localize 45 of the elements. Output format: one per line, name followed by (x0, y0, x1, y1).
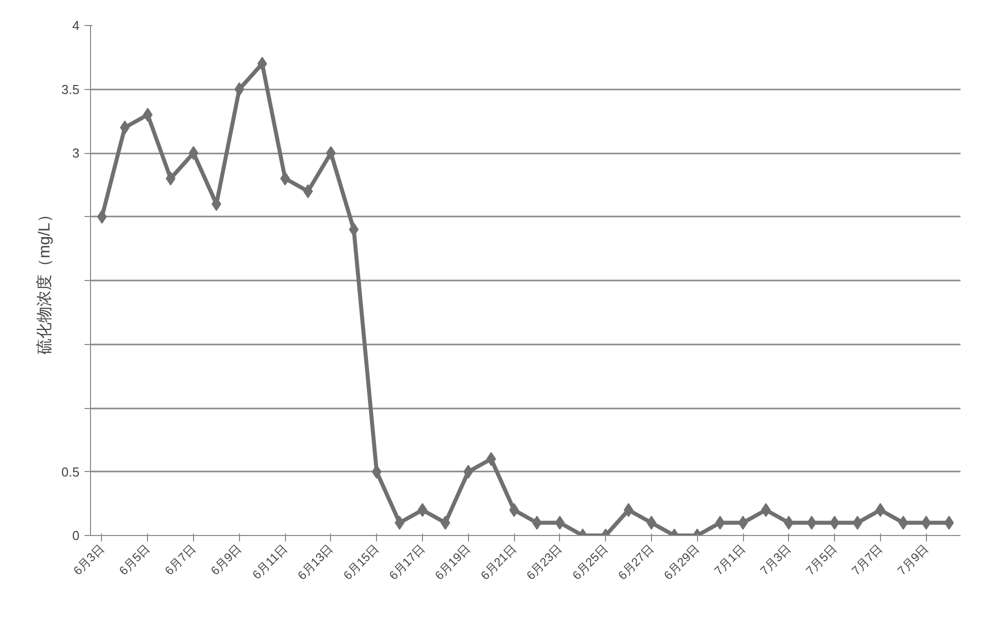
point (372, 464, 382, 479)
y-tick-label: 0.5 (61, 464, 80, 480)
x-tick-label: 6月13日 (294, 542, 336, 583)
point (624, 503, 634, 517)
x-tick-label: 6月7日 (162, 542, 198, 578)
x-tick-label: 6月5日 (116, 542, 153, 578)
point (463, 464, 474, 479)
x-tick-label: 7月7日 (849, 542, 886, 578)
x-tick-label: 6月19日 (432, 542, 474, 583)
point (509, 503, 519, 517)
y-axis-title: 硫化物浓度（mg/L） (35, 206, 54, 354)
point (348, 222, 359, 236)
x-tick-label: 6月9日 (208, 542, 244, 578)
x-tick-label: 7月1日 (712, 542, 748, 578)
point (188, 146, 198, 160)
x-tick-label: 6月27日 (615, 542, 656, 583)
x-tick-label: 7月5日 (803, 542, 840, 578)
point (784, 516, 794, 530)
y-tick-label: 3 (72, 146, 80, 160)
x-tick-label: 6月21日 (478, 542, 520, 583)
point (142, 108, 153, 122)
point (120, 120, 130, 134)
x-tick-label: 7月3日 (757, 542, 794, 578)
x-tick-label: 7月9日 (894, 542, 932, 578)
point (257, 56, 268, 71)
y-tick-label: 4 (72, 18, 80, 33)
point (418, 503, 428, 517)
point (486, 452, 496, 466)
x-tick-label: 6月11日 (250, 542, 290, 582)
point (898, 516, 908, 530)
point (166, 172, 176, 186)
x-tick-label: 6月23日 (524, 542, 565, 583)
point (761, 503, 771, 517)
y-tick-label: 3.5 (61, 82, 80, 97)
x-tick-label: 6月15日 (340, 542, 382, 583)
point (806, 516, 817, 530)
point (234, 82, 244, 96)
point (326, 146, 336, 160)
x-tick-label: 6月25日 (570, 542, 611, 583)
point (280, 172, 290, 186)
x-tick-label: 6月17日 (386, 542, 428, 583)
y-tick-label: 0 (72, 528, 80, 543)
point (876, 503, 886, 517)
x-tick-label: 6月3日 (70, 542, 107, 578)
x-tick-label: 6月29日 (661, 542, 702, 583)
